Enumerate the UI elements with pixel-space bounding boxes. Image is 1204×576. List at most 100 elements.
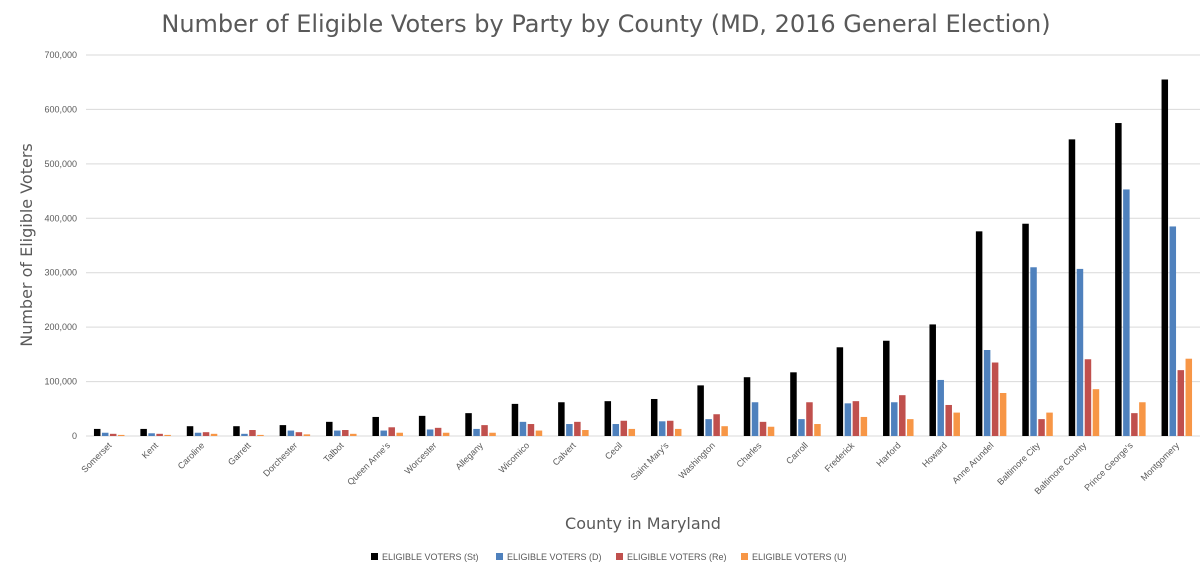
x-tick-label: Charles: [734, 440, 763, 469]
y-tick-label: 300,000: [44, 268, 77, 278]
x-tick-label: Dorchester: [261, 440, 299, 478]
bar: [929, 324, 936, 436]
bar: [721, 426, 728, 436]
legend-label: ELIGIBLE VOTERS (D): [507, 552, 602, 562]
bar: [983, 350, 991, 436]
legend-label: ELIGIBLE VOTERS (St): [382, 552, 479, 562]
bar: [295, 432, 303, 436]
bar: [1177, 370, 1185, 436]
bar: [999, 393, 1007, 436]
x-tick-label: Harford: [874, 440, 902, 468]
bar: [287, 430, 295, 436]
bar: [860, 416, 868, 436]
y-axis-ticks: 0 100,000 200,000 300,000 400,000 500,000 600,…: [44, 50, 77, 441]
y-axis-title: Number of Eligible Voters: [17, 143, 36, 347]
bar: [806, 402, 813, 436]
y-tick-label: 0: [72, 431, 77, 441]
bar: [883, 340, 890, 436]
legend-swatch: [496, 553, 503, 560]
x-tick-label: Carroll: [784, 440, 810, 466]
bar: [1139, 402, 1146, 436]
x-axis-title: County in Maryland: [565, 514, 721, 533]
legend-item: ELIGIBLE VOTERS (Re): [616, 552, 727, 562]
bar: [751, 402, 759, 436]
bar: [899, 395, 906, 436]
bar: [566, 424, 573, 436]
x-tick-label: Garrett: [226, 440, 253, 467]
bar: [836, 347, 844, 436]
bar: [140, 428, 147, 436]
bar: [907, 419, 914, 436]
bar: [620, 420, 628, 436]
x-tick-label: Talbot: [322, 440, 346, 464]
bar: [713, 414, 720, 436]
bar: [658, 421, 666, 436]
bar: [582, 430, 589, 436]
bar: [418, 415, 426, 436]
bar: [574, 421, 581, 436]
bar: [535, 430, 543, 436]
bar: [519, 421, 527, 436]
bar: [814, 424, 821, 436]
bar: [426, 429, 434, 436]
y-tick-label: 600,000: [44, 104, 77, 114]
y-tick-label: 700,000: [44, 50, 77, 60]
bar: [1131, 413, 1138, 436]
x-tick-label: Wicomico: [497, 440, 532, 475]
x-tick-label: Worcester: [403, 440, 439, 476]
y-tick-label: 400,000: [44, 213, 77, 223]
bar: [991, 362, 999, 436]
bar: [1092, 389, 1100, 436]
bar: [975, 231, 983, 436]
x-tick-label: Calvert: [551, 440, 579, 468]
bar: [891, 402, 898, 436]
bar: [604, 401, 612, 436]
x-tick-label: Allegany: [453, 440, 485, 472]
bar: [511, 403, 519, 436]
bar: [148, 433, 155, 436]
bar: [334, 430, 341, 436]
x-axis-ticks: Somerset Kent Caroline Garrett Dorchester Tal…: [79, 440, 1181, 496]
bars: [93, 79, 1193, 437]
x-tick-label: Anne Arundel: [950, 440, 995, 485]
bar: [674, 428, 682, 436]
bar: [1030, 267, 1037, 436]
x-tick-label: Kent: [140, 440, 161, 461]
bar: [241, 433, 248, 436]
bar: [650, 398, 658, 436]
bar: [101, 432, 109, 436]
x-tick-label: Washington: [677, 440, 717, 480]
legend-label: ELIGIBLE VOTERS (Re): [627, 552, 727, 562]
legend-item: ELIGIBLE VOTERS (D): [496, 552, 602, 562]
bar: [279, 425, 287, 436]
x-tick-label: Howard: [920, 440, 949, 469]
bar: [342, 430, 349, 436]
bar: [249, 430, 256, 436]
bar: [1068, 139, 1076, 436]
legend-swatch: [741, 553, 748, 560]
bar: [164, 434, 171, 436]
y-tick-label: 200,000: [44, 322, 77, 332]
bar: [380, 430, 387, 436]
gridlines: [86, 54, 1200, 437]
bar: [937, 379, 944, 436]
bar: [372, 416, 379, 436]
bar: [558, 402, 565, 436]
x-tick-label: Queen Anne's: [345, 440, 392, 487]
x-tick-label: Montgomery: [1139, 440, 1182, 483]
bar: [790, 372, 797, 436]
bar: [210, 433, 218, 436]
bar: [767, 426, 775, 436]
bar: [326, 421, 333, 436]
bar: [945, 404, 952, 436]
x-tick-label: Baltimore City: [995, 440, 1042, 487]
bar: [612, 424, 620, 436]
bar: [194, 432, 202, 436]
bar: [844, 403, 852, 436]
bar: [1084, 359, 1092, 436]
bar: [1022, 223, 1029, 436]
bar: [202, 432, 210, 436]
bar: [109, 433, 117, 436]
x-tick-label: Saint Mary's: [629, 440, 671, 482]
